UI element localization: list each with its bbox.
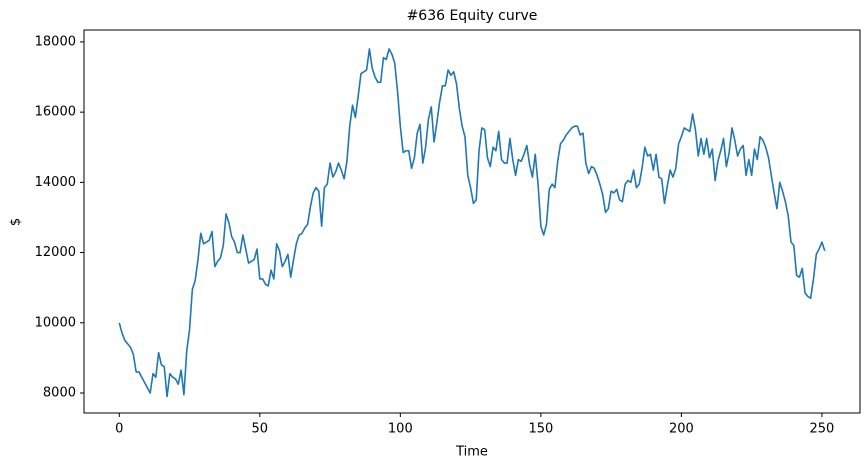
y-axis-label: $ [9,218,24,226]
y-tick-label: 10000 [35,315,76,330]
y-tick-label: 8000 [43,385,76,400]
plot-frame [83,29,861,414]
x-tick-label: 200 [669,422,694,437]
equity-line [118,48,826,398]
x-tick-label: 100 [388,422,413,437]
chart-title: #636 Equity curve [407,8,538,24]
x-tick-label: 150 [528,422,553,437]
x-tick-label: 50 [252,422,269,437]
x-tick-label: 250 [810,422,835,437]
y-tick-label: 16000 [35,105,76,120]
y-tick-label: 18000 [35,34,76,49]
x-tick-label: 0 [115,422,123,437]
y-tick-label: 12000 [35,245,76,260]
x-axis-label: Time [455,445,488,460]
y-tick-label: 14000 [35,175,76,190]
